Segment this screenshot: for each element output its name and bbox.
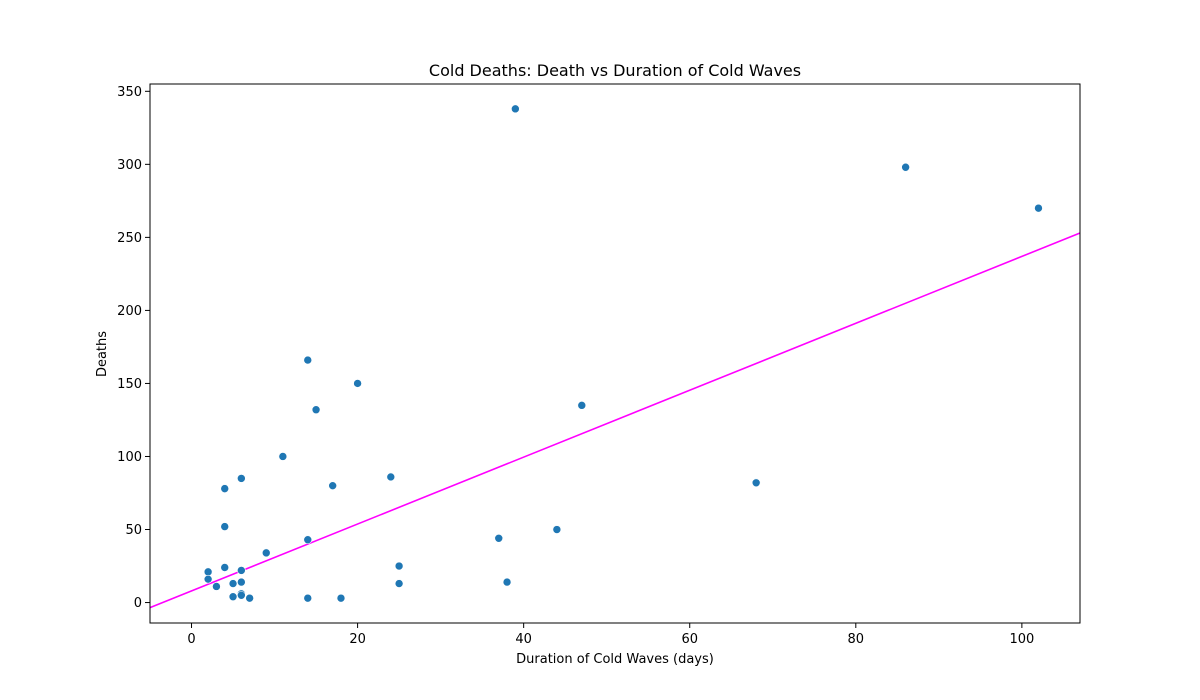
data-point bbox=[502, 577, 512, 587]
x-axis-label: Duration of Cold Waves (days) bbox=[516, 652, 714, 667]
y-tick-label: 100 bbox=[117, 450, 142, 465]
data-point bbox=[303, 593, 313, 603]
data-point bbox=[212, 582, 221, 591]
data-point bbox=[751, 478, 761, 488]
x-tick-label: 0 bbox=[187, 632, 195, 647]
data-point bbox=[336, 593, 346, 603]
plot-area bbox=[150, 104, 1080, 609]
x-tick-label: 40 bbox=[515, 632, 532, 647]
y-tick-label: 350 bbox=[117, 85, 142, 100]
plot-frame bbox=[149, 83, 1081, 624]
y-axis-ticks: 0 50 100 150 200 250 300 350 bbox=[117, 85, 150, 611]
chart-title: Cold Deaths: Death vs Duration of Cold W… bbox=[429, 61, 801, 80]
data-point bbox=[220, 484, 230, 493]
data-point bbox=[237, 590, 246, 600]
data-point bbox=[328, 481, 337, 490]
y-tick-label: 250 bbox=[117, 231, 142, 246]
data-point bbox=[303, 355, 313, 365]
data-point bbox=[261, 548, 271, 558]
data-point bbox=[228, 592, 238, 602]
x-axis-ticks: 0 20 40 60 80 100 bbox=[187, 623, 1034, 647]
x-tick-label: 60 bbox=[681, 632, 698, 647]
data-point bbox=[394, 561, 404, 571]
x-tick-label: 100 bbox=[1009, 632, 1034, 647]
data-point bbox=[901, 162, 910, 172]
y-tick-label: 150 bbox=[117, 377, 142, 392]
data-point bbox=[237, 566, 246, 575]
data-point bbox=[237, 474, 246, 483]
y-tick-label: 200 bbox=[117, 304, 142, 319]
data-point bbox=[228, 579, 238, 588]
x-tick-label: 20 bbox=[349, 632, 366, 647]
data-point bbox=[353, 379, 362, 388]
data-point bbox=[203, 574, 213, 584]
data-point bbox=[552, 525, 562, 534]
y-tick-label: 50 bbox=[125, 523, 142, 538]
data-point bbox=[220, 563, 230, 572]
data-point bbox=[494, 533, 504, 543]
data-point bbox=[394, 579, 404, 588]
data-point bbox=[245, 593, 254, 603]
data-point bbox=[303, 535, 313, 545]
data-point bbox=[1034, 203, 1043, 213]
data-point bbox=[511, 104, 520, 114]
y-tick-label: 300 bbox=[117, 158, 142, 173]
y-axis-label: Deaths bbox=[95, 331, 110, 377]
data-point bbox=[311, 405, 321, 415]
y-tick-label: 0 bbox=[134, 596, 142, 611]
data-point bbox=[237, 577, 246, 587]
data-point bbox=[386, 472, 396, 482]
x-tick-label: 80 bbox=[848, 632, 865, 647]
data-point bbox=[220, 522, 230, 531]
data-point bbox=[577, 401, 587, 410]
data-point bbox=[203, 567, 213, 577]
trend-line bbox=[150, 232, 1080, 609]
data-point bbox=[278, 452, 288, 461]
